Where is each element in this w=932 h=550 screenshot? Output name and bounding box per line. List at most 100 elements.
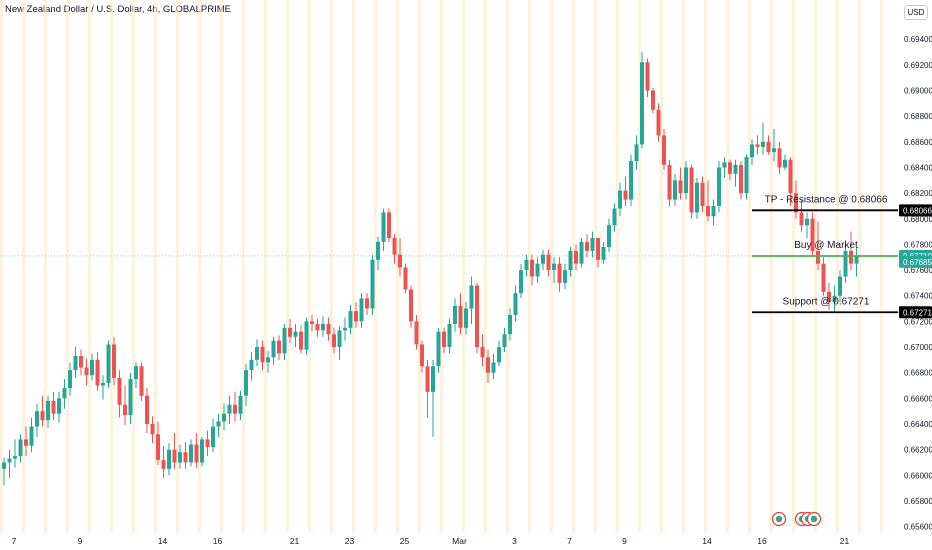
price-tag-bg xyxy=(899,306,932,319)
candle-body xyxy=(68,370,72,389)
candle-body xyxy=(370,259,375,309)
candle-body xyxy=(194,444,199,463)
session-stripe xyxy=(374,0,377,533)
time-tick-label: 7 xyxy=(567,536,572,546)
candle xyxy=(601,241,606,264)
candle-body xyxy=(189,444,193,463)
candle xyxy=(403,263,408,294)
candle-body xyxy=(777,148,782,168)
candle xyxy=(783,154,787,171)
session-stripe xyxy=(88,0,91,533)
price-tag-label: 0.68066 xyxy=(903,206,932,215)
candle xyxy=(106,340,111,389)
candle-body xyxy=(277,340,281,354)
price-tick-label: 0.66800 xyxy=(904,369,932,378)
candle xyxy=(216,413,221,437)
time-axis[interactable]: 7 9 14 16 21 23 25 Mar 3 7 9 14 16 21 xyxy=(12,536,850,546)
candle xyxy=(662,129,666,171)
candle xyxy=(711,199,716,226)
candle-body xyxy=(497,347,501,363)
candle xyxy=(359,293,364,328)
price-axis[interactable]: 0.69400 0.69200 0.69000 0.68800 0.68600 0.684… xyxy=(899,35,932,532)
candle-body xyxy=(733,164,738,174)
candle xyxy=(755,135,760,155)
candle-body xyxy=(513,293,518,315)
candle xyxy=(337,326,342,360)
candle-body xyxy=(326,323,331,335)
price-tick-label: 0.68600 xyxy=(904,138,932,147)
candle xyxy=(486,349,490,383)
candle xyxy=(150,416,155,444)
candle-body xyxy=(106,344,111,383)
chart-title: New Zealand Dollar / U.S. Dollar, 4h, GL… xyxy=(5,4,231,15)
candle xyxy=(227,395,232,424)
price-tag: 0.68066 xyxy=(899,204,932,217)
candle xyxy=(29,417,34,453)
session-stripe xyxy=(176,0,179,533)
candle xyxy=(497,340,501,367)
candle xyxy=(744,154,749,200)
candle xyxy=(288,318,292,344)
annotation-label: Buy @ Market xyxy=(794,240,858,251)
candle-body xyxy=(139,366,144,396)
candle xyxy=(84,358,89,386)
candle-body xyxy=(590,238,595,251)
candle-body xyxy=(271,340,276,358)
candle xyxy=(68,362,72,396)
candle xyxy=(623,176,628,206)
candle xyxy=(414,314,419,350)
candle-body xyxy=(222,413,226,422)
candle xyxy=(2,457,6,486)
candle xyxy=(392,234,397,264)
candle xyxy=(678,167,683,200)
candle xyxy=(90,353,94,381)
candle xyxy=(57,391,61,423)
candle xyxy=(667,159,672,206)
candle-body xyxy=(359,298,364,322)
session-stripe xyxy=(462,0,465,533)
candle xyxy=(739,161,743,200)
candle-body xyxy=(601,247,606,260)
currency-selector[interactable]: USD xyxy=(904,5,928,20)
time-tick-label: 21 xyxy=(840,536,850,546)
session-stripe xyxy=(704,0,707,533)
candle-body xyxy=(260,347,265,363)
candle-body xyxy=(57,398,61,414)
candle xyxy=(35,403,39,437)
candle-body xyxy=(464,308,468,328)
session-highlights xyxy=(0,0,883,533)
candle-body xyxy=(343,327,347,331)
candle xyxy=(733,159,738,187)
annotation-label: Support @ 0.67271 xyxy=(783,296,870,307)
price-tick-label: 0.66400 xyxy=(904,420,932,429)
session-stripe xyxy=(638,0,641,533)
candle xyxy=(612,203,617,232)
candle-body xyxy=(79,356,83,368)
time-tick-label: 7 xyxy=(12,536,17,546)
candle xyxy=(530,254,534,286)
candle xyxy=(244,363,248,407)
candle-body xyxy=(750,144,754,158)
candle xyxy=(13,439,17,468)
time-tick-label: 14 xyxy=(158,536,168,546)
price-tick-label: 0.66600 xyxy=(904,394,932,403)
candle-body xyxy=(332,334,336,348)
price-tick-label: 0.68800 xyxy=(904,112,932,121)
price-tick-label: 0.68400 xyxy=(904,163,932,172)
candle xyxy=(717,161,721,213)
candle-body xyxy=(805,218,809,226)
price-tick-label: 0.65600 xyxy=(904,523,932,532)
candle xyxy=(233,391,237,422)
candle xyxy=(590,231,595,258)
session-stripe xyxy=(220,0,223,533)
event-flags[interactable] xyxy=(771,511,822,527)
candle xyxy=(579,238,584,268)
candle xyxy=(722,157,727,178)
candle-body xyxy=(574,250,578,264)
candle xyxy=(293,323,298,348)
session-stripe xyxy=(792,0,795,533)
candle-body xyxy=(788,159,793,194)
candle xyxy=(425,359,430,418)
candle xyxy=(123,385,127,426)
